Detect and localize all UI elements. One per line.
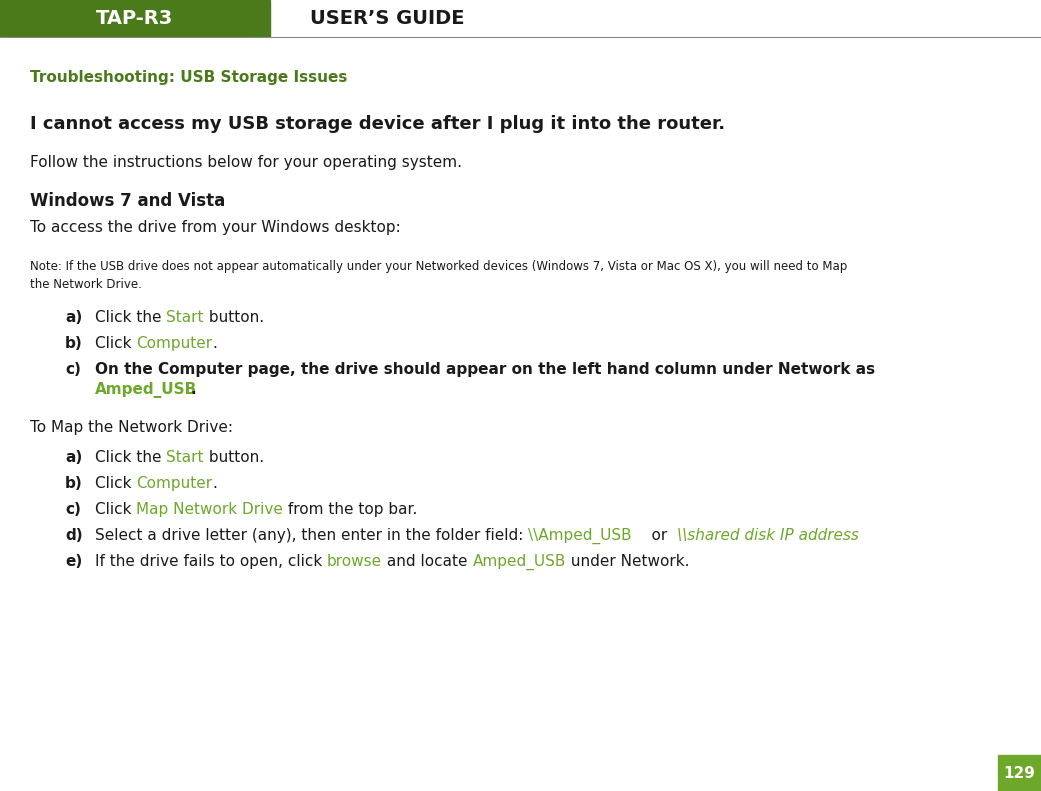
Text: Start: Start bbox=[167, 450, 204, 465]
Text: \\Amped_USB: \\Amped_USB bbox=[528, 528, 632, 544]
Text: and locate: and locate bbox=[382, 554, 473, 569]
Text: from the top bar.: from the top bar. bbox=[283, 502, 417, 517]
Text: b): b) bbox=[65, 336, 82, 351]
Text: Click: Click bbox=[95, 336, 136, 351]
Text: Select a drive letter (any), then enter in the folder field:: Select a drive letter (any), then enter … bbox=[95, 528, 528, 543]
Text: button.: button. bbox=[204, 450, 264, 465]
Text: I cannot access my USB storage device after I plug it into the router.: I cannot access my USB storage device af… bbox=[30, 115, 726, 133]
Text: To access the drive from your Windows desktop:: To access the drive from your Windows de… bbox=[30, 220, 401, 235]
Text: a): a) bbox=[65, 310, 82, 325]
Text: Troubleshooting: USB Storage Issues: Troubleshooting: USB Storage Issues bbox=[30, 70, 348, 85]
Text: Amped_USB: Amped_USB bbox=[473, 554, 566, 570]
Text: 129: 129 bbox=[1004, 766, 1035, 781]
Text: Map Network Drive: Map Network Drive bbox=[136, 502, 283, 517]
Text: .: . bbox=[212, 476, 218, 491]
Text: b): b) bbox=[65, 476, 82, 491]
Text: If the drive fails to open, click: If the drive fails to open, click bbox=[95, 554, 327, 569]
Text: TAP-R3: TAP-R3 bbox=[97, 9, 174, 28]
Text: \\shared disk IP address: \\shared disk IP address bbox=[677, 528, 859, 543]
Text: Click: Click bbox=[95, 476, 136, 491]
Text: or: or bbox=[632, 528, 677, 543]
Text: button.: button. bbox=[204, 310, 264, 325]
Text: c): c) bbox=[65, 362, 81, 377]
Text: Windows 7 and Vista: Windows 7 and Vista bbox=[30, 192, 225, 210]
Text: browse: browse bbox=[327, 554, 382, 569]
Text: Computer: Computer bbox=[136, 476, 212, 491]
Text: Click the: Click the bbox=[95, 310, 167, 325]
Text: Follow the instructions below for your operating system.: Follow the instructions below for your o… bbox=[30, 155, 462, 170]
Text: a): a) bbox=[65, 450, 82, 465]
Text: Amped_USB: Amped_USB bbox=[95, 382, 197, 398]
Bar bbox=[998, 755, 1041, 791]
Text: Click the: Click the bbox=[95, 450, 167, 465]
Text: .: . bbox=[191, 382, 196, 397]
Text: Start: Start bbox=[167, 310, 204, 325]
Text: .: . bbox=[212, 336, 218, 351]
Text: d): d) bbox=[65, 528, 82, 543]
Text: To Map the Network Drive:: To Map the Network Drive: bbox=[30, 420, 233, 435]
Text: e): e) bbox=[65, 554, 82, 569]
Text: Note: If the USB drive does not appear automatically under your Networked device: Note: If the USB drive does not appear a… bbox=[30, 260, 847, 273]
Text: USER’S GUIDE: USER’S GUIDE bbox=[310, 9, 464, 28]
Text: c): c) bbox=[65, 502, 81, 517]
Text: the Network Drive.: the Network Drive. bbox=[30, 278, 142, 291]
Text: On the Computer page, the drive should appear on the left hand column under Netw: On the Computer page, the drive should a… bbox=[95, 362, 875, 377]
Text: Computer: Computer bbox=[136, 336, 212, 351]
Bar bbox=[0, 0, 270, 36]
Text: under Network.: under Network. bbox=[566, 554, 689, 569]
Text: Click: Click bbox=[95, 502, 136, 517]
